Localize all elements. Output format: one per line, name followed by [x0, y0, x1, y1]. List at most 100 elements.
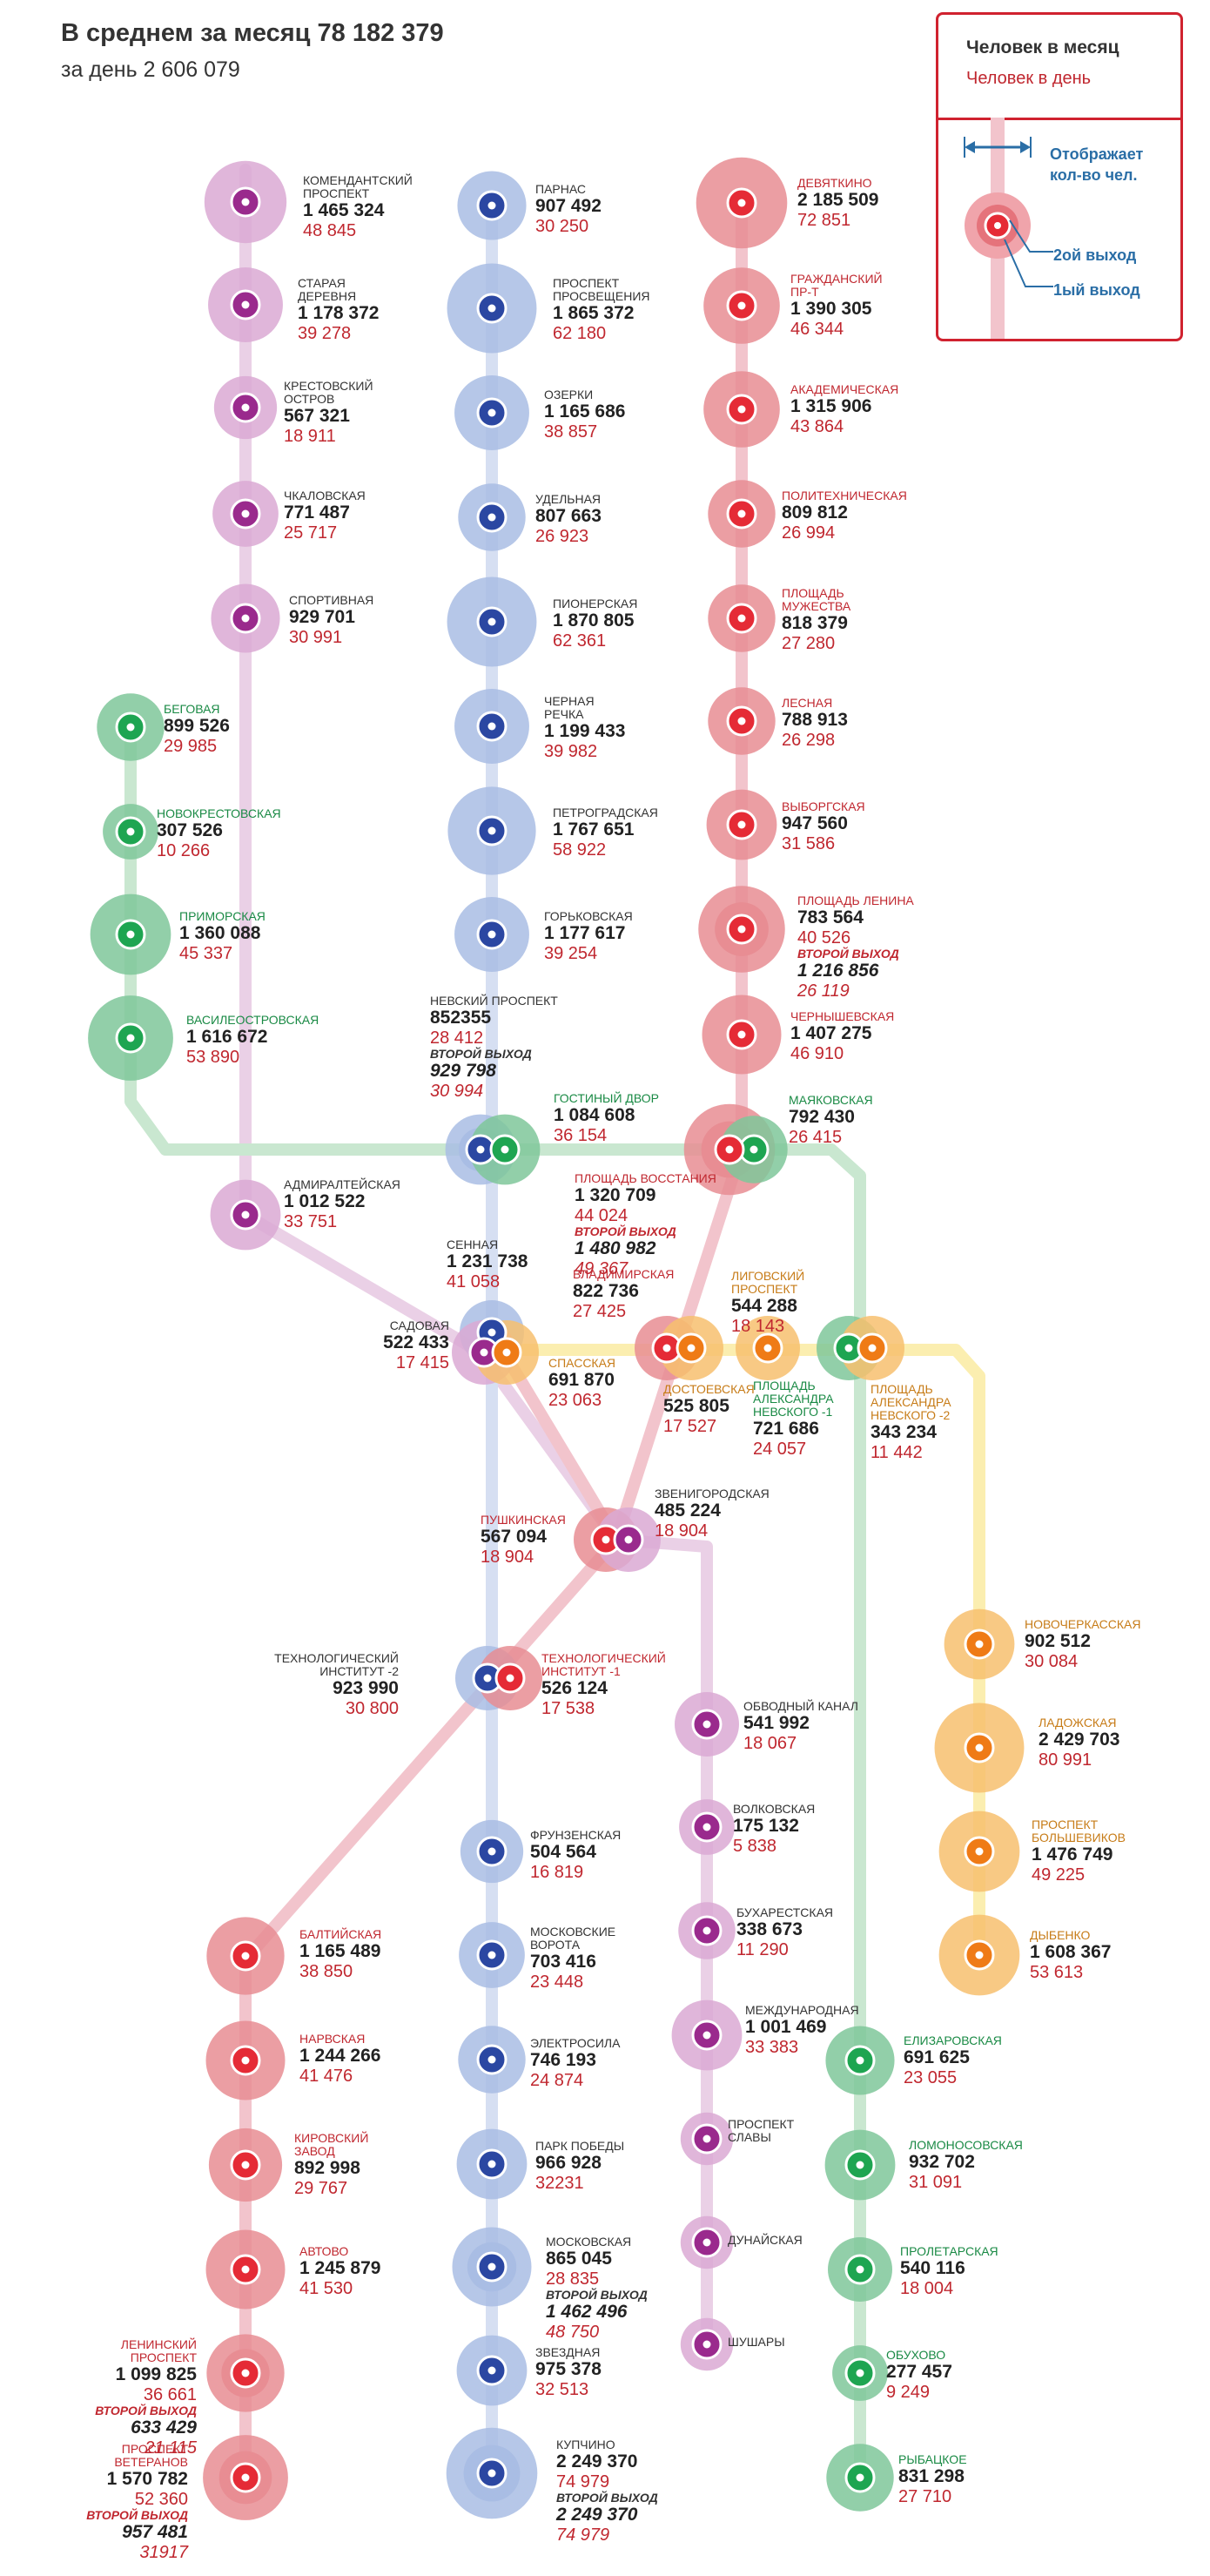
station-dot-center-zvezdnaya: [487, 2366, 496, 2375]
station-name: ворота: [530, 1938, 581, 1952]
station-dot-center-chernaya: [487, 722, 496, 731]
station-label-tekhnolog2: Технологический институт -2 923 990 30 800: [274, 1652, 399, 1719]
station-monthly: 831 298: [898, 2466, 965, 2486]
station-dot-center-dunayskaya: [702, 2238, 711, 2247]
station-dot-center-moskovskaya: [487, 2262, 496, 2271]
station-label-obukhovo: Обухово 277 457 9 249: [886, 2349, 952, 2403]
station-name: пр-т: [790, 285, 819, 299]
station-daily: 5 838: [733, 1837, 777, 1856]
station-exit-daily: 26 119: [797, 981, 850, 1001]
station-name: Василеостровская: [186, 1013, 319, 1027]
station-daily: 31 091: [909, 2173, 963, 2192]
station-label-shushary: Шушары: [728, 2336, 785, 2349]
station-name: Дунайская: [728, 2233, 803, 2247]
station-name: Невского -1: [753, 1405, 833, 1419]
station-monthly: 526 124: [541, 1678, 608, 1698]
station-dot-center-obvodny: [702, 1720, 711, 1729]
station-daily: 33 383: [745, 2038, 799, 2057]
station-name: Девяткино: [797, 176, 872, 190]
station-daily: 23 448: [530, 1972, 584, 1992]
station-monthly: 1 178 372: [298, 303, 380, 323]
station-name: Гражданский: [790, 272, 883, 286]
station-daily: 33 751: [284, 1212, 338, 1231]
station-label-park_pobedy: Парк Победы 966 928 32231: [535, 2140, 624, 2194]
station-daily: 30 800: [345, 1699, 399, 1718]
legend-box: Человек в месяц Человек в день Отображае…: [936, 12, 1183, 341]
station-monthly: 691 625: [904, 2047, 970, 2067]
station-monthly: 2 249 370: [556, 2451, 638, 2471]
station-dot-center-proletarskaya: [856, 2265, 864, 2274]
station-daily: 41 530: [299, 2279, 353, 2298]
station-dot-center-lenina: [737, 925, 746, 934]
station-label-politekh: Политехническая 809 812 26 994: [782, 489, 907, 543]
station-label-sportivnaya: Спортивная 929 701 30 991: [289, 594, 373, 648]
station-monthly: 792 430: [789, 1107, 855, 1127]
station-dot-center-slavy: [702, 2134, 711, 2143]
station-label-muzhestva: Площадь мужества 818 379 27 280: [782, 587, 850, 654]
station-exit-monthly: 1 480 982: [575, 1238, 656, 1258]
station-monthly: 1 177 617: [544, 923, 626, 943]
station-label-kupchino: Купчино 2 249 370 74 979 Второй выход 2 249 …: [556, 2438, 658, 2546]
station-dot-center-udelnaya: [487, 513, 496, 522]
station-label-mayakovskaya: Маяковская 792 430 26 415: [789, 1094, 873, 1148]
station-label-volkovskaya: Волковская 175 132 5 838: [733, 1803, 815, 1857]
station-daily: 11 442: [871, 1443, 923, 1462]
station-label-grazhdansky: Гражданский пр-т 1 390 305 46 344: [790, 272, 883, 340]
station-label-novocherkasskaya: Новочеркасская 902 512 30 084: [1025, 1618, 1140, 1672]
station-label-begovaya: Беговая 899 526 29 985: [164, 703, 230, 757]
station-label-moskovskie: Московские ворота 703 416 23 448: [530, 1925, 615, 1993]
station-monthly: 1 390 305: [790, 299, 872, 319]
station-daily: 17 527: [663, 1417, 717, 1436]
station-monthly: 691 870: [548, 1370, 615, 1390]
station-label-petrogradskaya: Петроградская 1 767 651 58 922: [553, 806, 658, 860]
station-monthly: 2 429 703: [1039, 1730, 1120, 1750]
station-label-kirovsky: Кировский завод 892 998 29 767: [294, 2132, 368, 2199]
station-monthly: 525 805: [663, 1396, 729, 1416]
station-monthly: 175 132: [733, 1816, 799, 1836]
station-monthly: 1 616 672: [186, 1027, 268, 1047]
station-dot-center-novocherkasskaya: [975, 1640, 984, 1649]
station-name: Ленинский: [120, 2337, 197, 2351]
station-dot-center-volkovskaya: [702, 1823, 711, 1831]
page-subtitle: за день 2 606 079: [61, 57, 240, 82]
station-dot-center-ozerki: [487, 408, 496, 417]
legend-arrow-right: [1020, 141, 1031, 153]
station-name: Сенная: [447, 1237, 499, 1251]
station-name: Елизаровская: [904, 2033, 1002, 2047]
station-monthly: 1 476 749: [1032, 1844, 1113, 1865]
station-label-dybenko: Дыбенко 1 608 367 53 613: [1030, 1929, 1111, 1983]
station-dot-center-dybenko: [975, 1951, 984, 1959]
station-name: Пролетарская: [900, 2244, 998, 2258]
station-daily: 32 513: [535, 2380, 589, 2399]
station-daily: 46 910: [790, 1044, 844, 1063]
station-daily: 36 661: [143, 2385, 197, 2404]
station-name: Крестовский: [284, 379, 373, 393]
station-name: Парнас: [535, 182, 586, 196]
station-monthly: 338 673: [736, 1919, 803, 1939]
station-label-moskovskaya: Московская 865 045 28 835 Второй выход 1 462…: [546, 2235, 648, 2343]
station-monthly: 947 560: [782, 813, 848, 833]
station-dot-center-obukhovo: [856, 2369, 864, 2377]
station-name: Площадь Восстания: [575, 1171, 716, 1185]
station-daily: 18 904: [481, 1548, 534, 1567]
station-label-pionerskaya: Пионерская 1 870 805 62 361: [553, 597, 637, 651]
station-dot-center-parnas: [487, 201, 496, 210]
station-name: Пионерская: [553, 597, 638, 610]
station-label-alexnev1: Площадь Александра Невского -1 721 686 24 05…: [753, 1379, 834, 1460]
station-daily: 23 055: [904, 2068, 958, 2087]
station-dot-center-baltiyskaya: [241, 1952, 250, 1960]
station-label-gostiny: Гостиный двор 1 084 608 36 154: [554, 1092, 659, 1146]
station-label-krestovsky: Крестовский остров 567 321 18 911: [284, 379, 373, 447]
station-dot-center-vosstaniya: [725, 1145, 734, 1154]
station-label-veteranov: Проспект ветеранов 1 570 782 52 360 Второй в…: [86, 2443, 188, 2563]
station-name: Адмиралтейская: [284, 1177, 400, 1191]
station-monthly: 852355: [430, 1008, 492, 1028]
station-monthly: 902 512: [1025, 1631, 1091, 1651]
station-dot-center-krestovsky: [241, 403, 250, 412]
station-daily: 43 864: [790, 417, 844, 436]
station-name: Невского -2: [871, 1408, 951, 1422]
legend-pointer-exit2: [1009, 219, 1053, 253]
station-exit-label: Второй выход: [556, 2491, 658, 2505]
station-daily: 40 526: [797, 928, 851, 947]
station-daily: 17 415: [395, 1353, 449, 1372]
